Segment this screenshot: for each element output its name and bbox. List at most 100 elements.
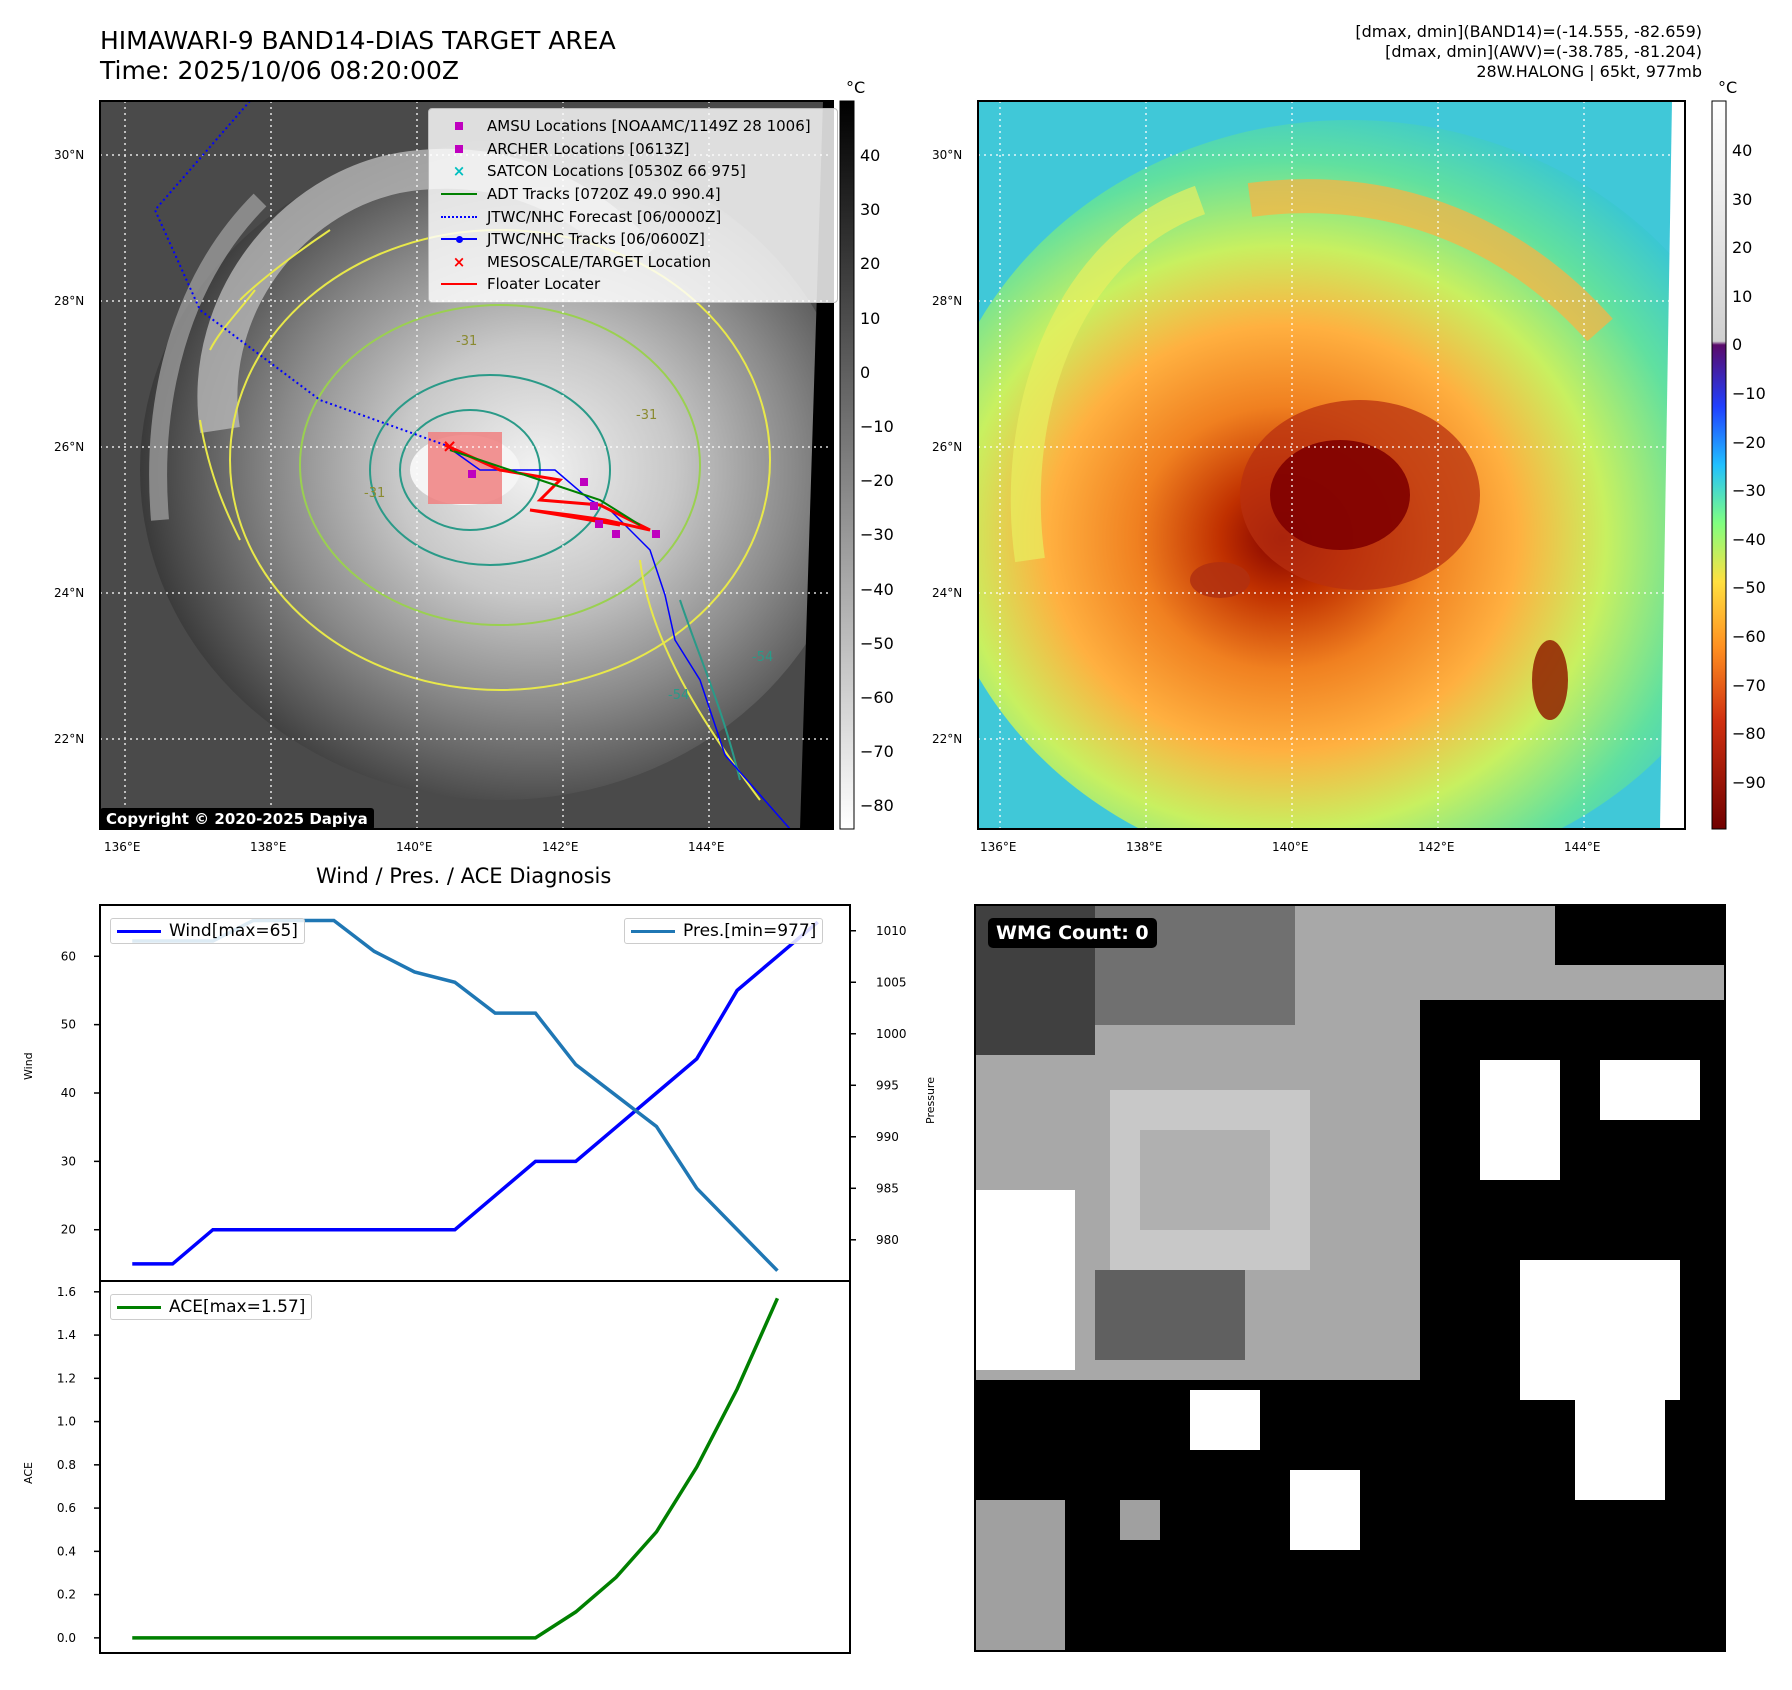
legend-adt: ADT Tracks [0720Z 49.0 990.4] <box>437 183 829 206</box>
colorbar-tick: −60 <box>1732 627 1766 646</box>
y-tick-label: 1.0 <box>57 1415 76 1429</box>
legend-archer: ARCHER Locations [0613Z] <box>437 138 829 161</box>
lon2-label-136: 136°E <box>980 840 1017 854</box>
wind-legend: Wind[max=65] <box>110 918 305 944</box>
colorbar-tick: −70 <box>860 742 894 762</box>
copyright-label: Copyright © 2020-2025 Dapiya <box>100 808 374 830</box>
wmg-image <box>975 905 1725 1651</box>
lon-label-136: 136°E <box>104 840 141 854</box>
lon2-label-142: 142°E <box>1418 840 1455 854</box>
y-tick-label: 0.4 <box>57 1544 76 1558</box>
colorbar-tick: 0 <box>860 362 871 382</box>
diag-title: Wind / Pres. / ACE Diagnosis <box>316 864 612 888</box>
y-right-tick-label: 995 <box>876 1078 899 1092</box>
colorbar-tick: −30 <box>1732 481 1766 501</box>
colorbar-tick: −40 <box>860 579 894 599</box>
lat2-label-24: 24°N <box>932 586 963 600</box>
info-awv-range: [dmax, dmin](AWV)=(-38.785, -81.204) <box>1385 42 1702 61</box>
figure-title: HIMAWARI-9 BAND14-DIAS TARGET AREA <box>100 26 616 55</box>
wind-pres-plot: 20 30 40 50 60 980 985 990 995 1000 1005 1010 <box>61 918 907 1272</box>
colorbar-tick: −20 <box>860 471 894 491</box>
colorbar-tick: −50 <box>860 633 894 653</box>
lat-label-24: 24°N <box>54 586 85 600</box>
colorbar-tick: −90 <box>1732 772 1766 792</box>
series-line-ace <box>132 1297 780 1640</box>
y-tick-label: 0.0 <box>57 1631 76 1645</box>
figure-time: Time: 2025/10/06 08:20:00Z <box>100 56 459 85</box>
legend-target: × MESOSCALE/TARGET Location <box>452 252 712 271</box>
y-tick-label: 50 <box>61 1018 76 1032</box>
ace-axis-label: ACE <box>22 1462 35 1484</box>
info-band14-range: [dmax, dmin](BAND14)=(-14.555, -82.659) <box>1355 22 1702 41</box>
map2-frame <box>977 100 1686 830</box>
wmg-frame <box>974 904 1726 1652</box>
colorbar-tick: 10 <box>860 308 881 328</box>
y-tick-label: 0.8 <box>57 1458 76 1472</box>
pres-legend: Pres.[min=977] <box>624 918 824 944</box>
lon-label-138: 138°E <box>250 840 287 854</box>
y-right-tick-label: 985 <box>876 1181 899 1195</box>
colorbar-unit-right: °C <box>1718 78 1738 97</box>
lon-label-142: 142°E <box>542 840 579 854</box>
lat-label-30: 30°N <box>54 148 85 162</box>
y-right-tick-label: 1000 <box>876 1027 907 1041</box>
map-legend: AMSU Locations [NOAAMC/1149Z 28 1006] AR… <box>428 108 838 303</box>
wind-axis-label: Wind <box>22 1052 35 1080</box>
colorbar-tick: 20 <box>860 254 881 274</box>
colorbar-tick: −10 <box>1732 384 1766 403</box>
lon-label-140: 140°E <box>396 840 433 854</box>
ace-axes <box>99 1280 851 1654</box>
y-tick-label: 1.6 <box>57 1285 76 1299</box>
ace-legend: ACE[max=1.57] <box>110 1294 313 1320</box>
legend-amsu: AMSU Locations [NOAAMC/1149Z 28 1006] <box>437 115 829 138</box>
colorbar-tick: −40 <box>1732 529 1766 549</box>
series-line-pres. <box>132 918 779 1272</box>
lat-label-28: 28°N <box>54 294 85 308</box>
lon2-label-144: 144°E <box>1564 840 1601 854</box>
contour-label: -54 <box>752 650 774 665</box>
wmg-count-label: WMG Count: 0 <box>988 918 1157 948</box>
colorbar-tick: 40 <box>1732 141 1753 160</box>
colorbar-tick: 20 <box>1732 238 1753 258</box>
colorbar-tick: −80 <box>1732 724 1766 744</box>
colorbar-tick: 0 <box>1732 335 1743 355</box>
lon2-label-140: 140°E <box>1272 840 1309 854</box>
y-tick-label: 60 <box>61 949 76 963</box>
lat2-label-22: 22°N <box>932 732 963 746</box>
wind-pres-axes <box>99 904 851 1282</box>
y-tick-label: 0.6 <box>57 1501 76 1515</box>
y-right-tick-label: 1010 <box>876 924 907 938</box>
colorbar-tick: −10 <box>860 417 894 436</box>
lat2-label-28: 28°N <box>932 294 963 308</box>
colorbar-unit-left: °C <box>846 78 866 97</box>
colorbar-color <box>1711 100 1727 830</box>
y-right-tick-label: 1005 <box>876 975 907 989</box>
colorbar-tick: 30 <box>860 200 881 220</box>
colorbar-tick: −70 <box>1732 675 1766 695</box>
colorbar-tick: −50 <box>1732 578 1766 598</box>
lon2-label-138: 138°E <box>1126 840 1163 854</box>
lat-label-26: 26°N <box>54 440 85 454</box>
y-right-tick-label: 990 <box>876 1130 899 1144</box>
colorbar-tick: −20 <box>1732 432 1766 452</box>
colorbar-gray <box>839 100 855 830</box>
lat2-label-30: 30°N <box>932 148 963 162</box>
y-tick-label: 1.4 <box>57 1328 76 1342</box>
ace-plot: 0.0 0.2 0.4 0.6 0.8 1.0 1.2 1.4 1.6 <box>57 1285 780 1645</box>
colorbar-tick: 40 <box>860 146 881 165</box>
colorbar-tick: 30 <box>1732 189 1753 209</box>
awv-image <box>978 101 1685 829</box>
lat-label-22: 22°N <box>54 732 85 746</box>
y-tick-label: 30 <box>61 1154 76 1168</box>
colorbar-tick: 10 <box>1732 286 1753 306</box>
svg-text:×: × <box>442 436 457 457</box>
contour-label: -31 <box>364 486 386 501</box>
contour-label: -31 <box>456 334 478 349</box>
info-storm: 28W.HALONG | 65kt, 977mb <box>1476 62 1702 81</box>
colorbar-tick: −60 <box>860 688 894 707</box>
legend-satcon: × SATCON Locations [0530Z 66 975] <box>452 162 746 181</box>
legend-jtwc-forecast: JTWC/NHC Forecast [06/0000Z] <box>437 205 829 228</box>
contour-label: -54 <box>668 688 690 703</box>
lon-label-144: 144°E <box>688 840 725 854</box>
